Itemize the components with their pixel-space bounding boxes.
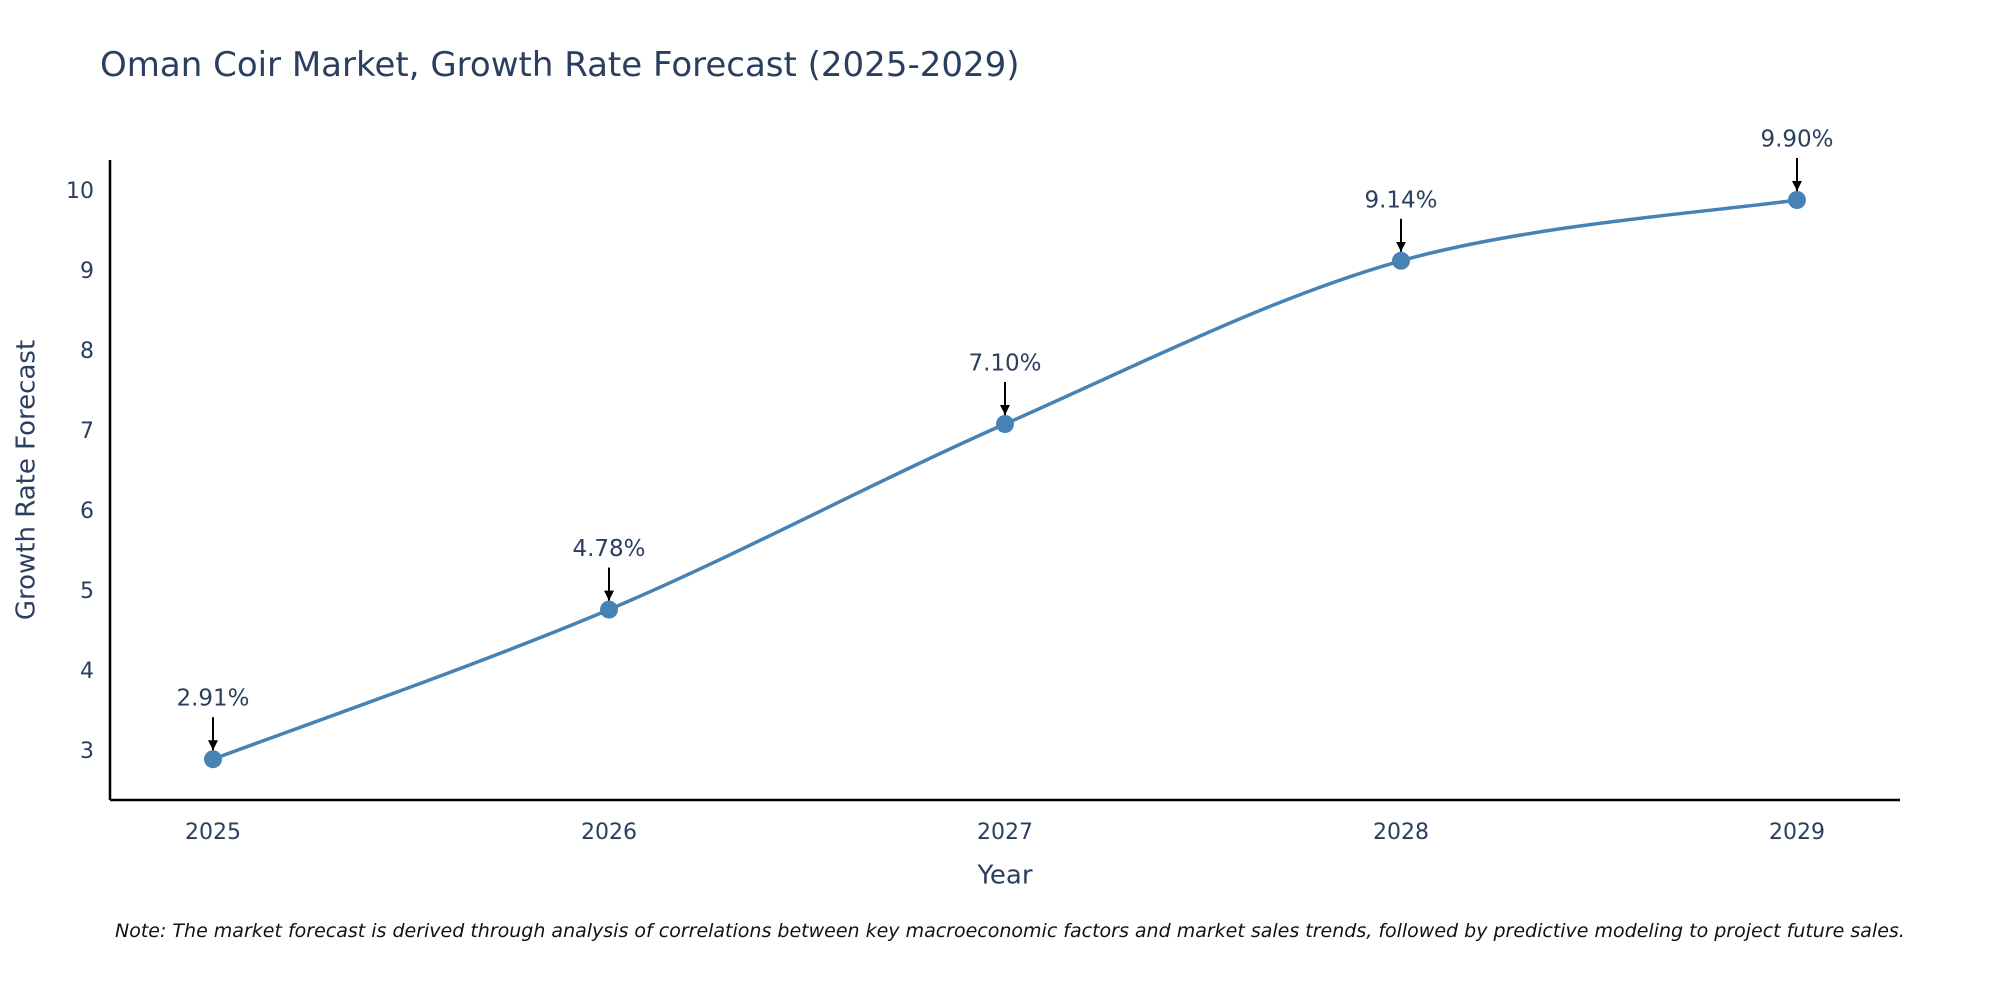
y-axis-title: Growth Rate Forecast [12,340,42,620]
data-label: 2.91% [176,686,249,712]
data-label: 4.78% [572,536,645,562]
x-tick-label: 2026 [581,820,637,845]
data-label: 9.90% [1760,127,1833,153]
x-tick-label: 2028 [1373,820,1429,845]
y-tick-label: 3 [80,739,94,764]
y-tick-label: 5 [80,579,94,604]
data-point [204,750,222,769]
data-label: 7.10% [968,351,1041,377]
data-label: 9.14% [1364,187,1437,213]
footnote-note: Note: The market forecast is derived thr… [115,920,1905,942]
series-line [212,198,1798,761]
y-tick-label: 9 [80,259,94,284]
data-point [1788,191,1806,209]
data-point [996,415,1014,433]
chart-title: Oman Coir Market, Growth Rate Forecast (… [100,45,1020,85]
y-tick-label: 6 [80,499,94,524]
data-point [1392,251,1410,270]
x-tick-label: 2027 [977,820,1033,845]
x-tick-label: 2025 [185,820,241,845]
y-tick-label: 10 [66,179,94,204]
y-tick-label: 8 [80,339,94,364]
x-axis-title: Year [976,861,1032,891]
x-tick-label: 2029 [1769,820,1825,845]
y-tick-label: 4 [80,659,94,684]
y-tick-label: 7 [80,419,94,444]
data-point [600,600,618,619]
